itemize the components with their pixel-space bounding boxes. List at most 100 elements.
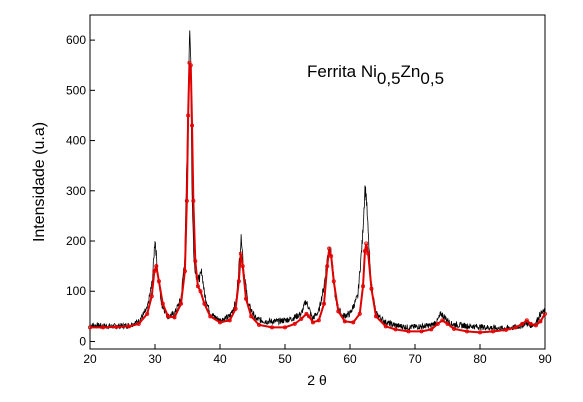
fit-series-point bbox=[149, 294, 154, 299]
fit-series-point bbox=[269, 325, 274, 330]
fit-series-point bbox=[240, 264, 245, 269]
fit-series-point bbox=[325, 264, 330, 269]
fit-series-point bbox=[217, 320, 222, 325]
formula-annotation: Ferrita Ni0,5Zn0,5 bbox=[307, 62, 444, 88]
x-axis-title: 2 θ bbox=[307, 372, 327, 388]
y-axis-ticks: 0 100 200 300 400 500 600 bbox=[66, 33, 95, 348]
fit-series-point bbox=[360, 284, 365, 289]
fit-series-point bbox=[152, 269, 157, 274]
fit-series-point bbox=[156, 279, 161, 284]
fit-series-point bbox=[364, 241, 369, 246]
fit-series-point bbox=[127, 324, 132, 329]
fit-series-point bbox=[342, 319, 347, 324]
fit-series-point bbox=[490, 329, 495, 334]
y-tick-label: 200 bbox=[66, 234, 86, 248]
fit-series-point bbox=[357, 311, 362, 316]
fit-series-point bbox=[419, 329, 424, 334]
fit-series-point bbox=[145, 311, 150, 316]
fit-series-point bbox=[327, 246, 332, 251]
fit-series-point bbox=[292, 321, 297, 326]
fit-series-point bbox=[366, 251, 371, 256]
fit-series-point bbox=[429, 327, 434, 332]
x-tick-label: 80 bbox=[473, 352, 487, 366]
fit-series-point bbox=[227, 318, 232, 323]
y-tick-label: 500 bbox=[66, 83, 86, 97]
fit-series-point bbox=[373, 314, 378, 319]
fit-series-point bbox=[165, 314, 170, 319]
fit-series-point bbox=[329, 254, 334, 259]
fit-series-point bbox=[304, 311, 309, 316]
fit-series-point bbox=[186, 113, 191, 118]
fit-series-point bbox=[238, 251, 243, 256]
fit-series-point bbox=[369, 286, 374, 291]
x-tick-label: 70 bbox=[408, 352, 422, 366]
formula-sub-ni: 0,5 bbox=[377, 69, 401, 88]
y-tick-label: 300 bbox=[66, 184, 86, 198]
fit-series-point bbox=[310, 320, 315, 325]
x-tick-label: 20 bbox=[83, 352, 97, 366]
fit-series-point bbox=[184, 198, 189, 203]
fit-series-point bbox=[464, 329, 469, 334]
fit-series-point bbox=[524, 318, 529, 323]
plot-frame bbox=[89, 14, 546, 350]
fit-series-point bbox=[445, 321, 450, 326]
x-tick-label: 60 bbox=[343, 352, 357, 366]
fit-series-point bbox=[299, 316, 304, 321]
fit-series-point bbox=[336, 309, 341, 314]
fit-series-point bbox=[101, 325, 106, 330]
y-tick-label: 600 bbox=[66, 33, 86, 47]
fit-series-point bbox=[249, 314, 254, 319]
fit-series-point bbox=[331, 279, 336, 284]
fit-series-point bbox=[172, 315, 177, 320]
fit-series-point bbox=[190, 123, 195, 128]
y-tick-label: 100 bbox=[66, 284, 86, 298]
fit-series-point bbox=[477, 330, 482, 335]
fit-series-point bbox=[233, 306, 238, 311]
fit-series-point bbox=[188, 63, 193, 68]
fit-series-point bbox=[243, 296, 248, 301]
fit-series-point bbox=[513, 325, 518, 330]
fit-series-point bbox=[208, 314, 213, 319]
fit-series-point bbox=[154, 264, 159, 269]
fit-series-point bbox=[351, 320, 356, 325]
fit-series-point bbox=[543, 311, 548, 316]
fit-series-point bbox=[236, 279, 241, 284]
fit-series-point bbox=[256, 322, 261, 327]
y-tick-label: 0 bbox=[79, 334, 86, 348]
fit-series bbox=[88, 60, 548, 335]
fit-series-point bbox=[440, 318, 445, 323]
fit-series-point bbox=[193, 259, 198, 264]
fit-series-point bbox=[383, 324, 388, 329]
fit-series-point bbox=[451, 326, 456, 331]
fit-series-point bbox=[362, 249, 367, 254]
fit-series-point bbox=[160, 301, 165, 306]
series-layer bbox=[88, 30, 548, 335]
fit-series-point bbox=[393, 327, 398, 332]
fit-series-point bbox=[406, 329, 411, 334]
fit-series-point bbox=[528, 321, 533, 326]
x-tick-label: 50 bbox=[278, 352, 292, 366]
fit-series-point bbox=[520, 321, 525, 326]
fit-series-point bbox=[435, 321, 440, 326]
fit-series-point bbox=[191, 198, 196, 203]
fit-series-point bbox=[136, 321, 141, 326]
fit-series-point bbox=[321, 301, 326, 306]
fit-series-point bbox=[533, 323, 538, 328]
fit-series-point bbox=[282, 325, 287, 330]
fit-series-point bbox=[202, 301, 207, 306]
x-tick-label: 90 bbox=[538, 352, 552, 366]
fit-series-point bbox=[198, 289, 203, 294]
fit-series-point bbox=[316, 318, 321, 323]
fit-series-point bbox=[182, 269, 187, 274]
formula-prefix: Ferrita Ni bbox=[307, 62, 377, 81]
y-tick-label: 400 bbox=[66, 134, 86, 148]
formula-mid: Zn bbox=[401, 62, 421, 81]
x-axis-ticks: 20 30 40 50 60 70 80 90 bbox=[83, 344, 552, 366]
fit-series-point bbox=[88, 325, 93, 330]
fit-series-point bbox=[503, 327, 508, 332]
fit-series-point bbox=[178, 301, 183, 306]
x-tick-label: 30 bbox=[148, 352, 162, 366]
fit-series-point bbox=[307, 314, 312, 319]
x-tick-label: 40 bbox=[213, 352, 227, 366]
